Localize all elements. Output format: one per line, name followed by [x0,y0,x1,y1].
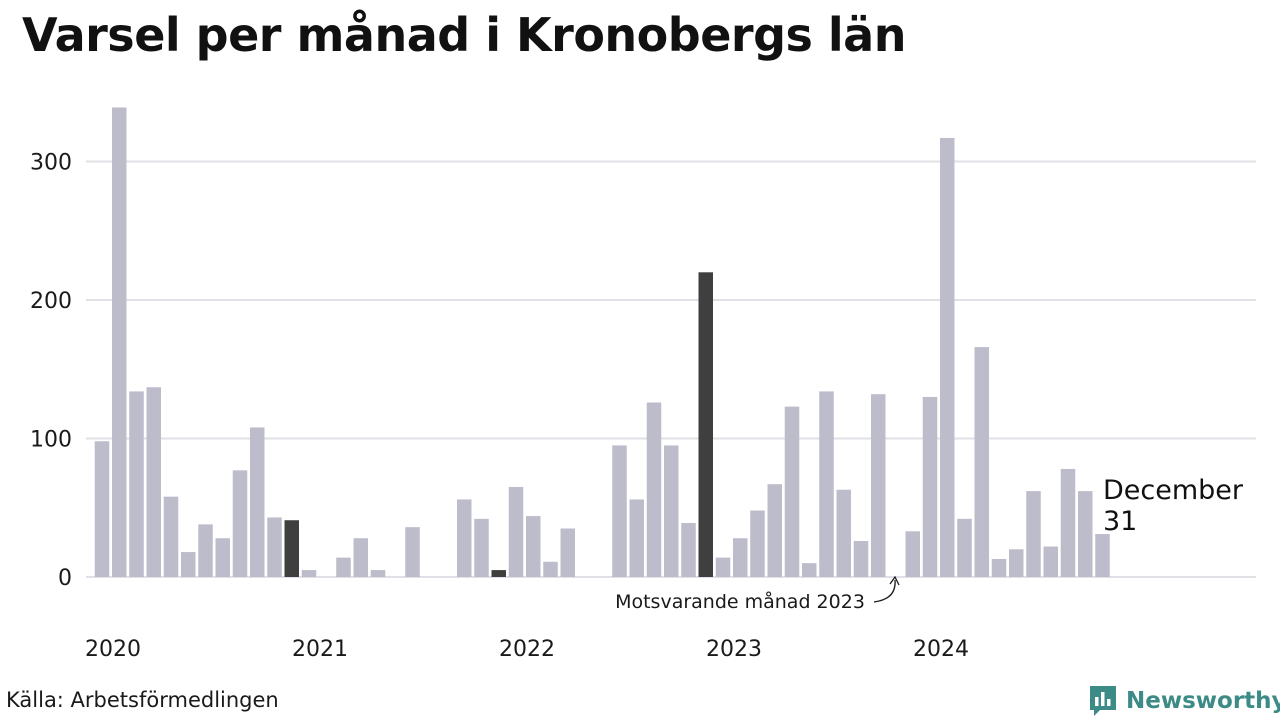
bar-2022-04 [560,528,575,577]
bar-2024-02 [940,137,955,577]
bar-chart-logo-icon [1090,686,1116,716]
note-arrow [873,579,896,603]
chart-title: Varsel per månad i Kronobergs län [22,8,906,62]
bar-2023-01 [715,557,731,577]
bar-2023-04 [767,484,782,577]
bar-2020-06 [181,552,196,577]
x-axis-ticks: 2020 2021 2022 2023 2024 [85,637,969,662]
bar-2023-05 [784,406,800,577]
brand-logo: Newsworthy [1088,684,1280,718]
source-note: Källa: Arbetsförmedlingen [6,688,279,712]
bar-2024-07 [1026,491,1041,577]
bar-2021-11 [474,518,489,577]
bar-2022-02 [526,516,541,577]
bar-2021-12 [491,570,506,577]
bar-2020-12 [284,520,299,578]
bar-2020-05 [163,496,179,577]
bar-2024-01 [922,396,938,577]
bar-2022-03 [543,561,558,577]
bar-2020-03 [129,391,144,577]
annotations: December 31 Motsvarande månad 2023 [615,475,1244,613]
bar-2021-01 [301,570,317,577]
bar-2024-11 [1095,534,1110,578]
empty-month-note: Motsvarande månad 2023 [615,590,865,613]
bar-2023-03 [750,510,765,577]
bar-2020-10 [250,427,265,577]
bar-2020-02 [112,107,127,578]
bar-2024-06 [1009,549,1024,577]
bar-2023-06 [802,563,817,577]
bar-2024-05 [991,559,1007,577]
bar-2020-04 [146,387,161,577]
x-tick-label: 2022 [499,637,555,662]
x-tick-label: 2023 [706,637,762,662]
bar-2024-08 [1043,546,1058,577]
bar-2023-07 [819,391,834,577]
y-tick-label: 0 [58,566,72,591]
bar-2024-10 [1078,491,1093,577]
note-arrowhead [889,575,900,586]
bar-2021-07 [405,527,420,577]
bar-2024-04 [974,347,989,577]
y-axis-ticks: 0 100 200 300 [30,151,72,592]
bar-2022-09 [646,402,662,577]
bar-2022-07 [612,445,627,577]
bar-2023-12 [905,531,920,577]
y-tick-label: 300 [30,151,72,176]
y-tick-label: 100 [30,428,72,453]
current-month-value: 31 [1103,506,1137,537]
bar-2021-04 [353,538,368,577]
bar-2021-10 [457,499,472,577]
bar-2020-08 [215,538,230,577]
brand-name: Newsworthy [1126,688,1280,714]
bar-2020-01 [94,441,110,577]
bar-2022-10 [664,445,679,577]
bar-2020-07 [198,524,213,577]
x-tick-label: 2020 [85,637,141,662]
bar-2023-02 [733,538,748,577]
bar-2020-09 [232,470,248,577]
bar-2022-01 [508,486,524,578]
current-month-label: December [1103,475,1244,506]
y-tick-label: 200 [30,289,72,314]
bar-2021-03 [336,557,351,577]
bar-2022-08 [629,499,644,577]
bar-2022-11 [681,522,696,578]
bar-2024-03 [957,518,972,577]
bars [94,107,1110,578]
x-tick-label: 2024 [913,637,969,662]
bar-2020-11 [267,517,282,577]
bar-2021-05 [370,570,386,577]
bar-2024-09 [1060,468,1076,577]
bar-2022-12 [698,272,713,577]
bar-2023-09 [853,540,869,577]
bar-2023-10 [871,394,886,577]
x-tick-label: 2021 [292,637,348,662]
bar-2023-08 [836,489,851,577]
